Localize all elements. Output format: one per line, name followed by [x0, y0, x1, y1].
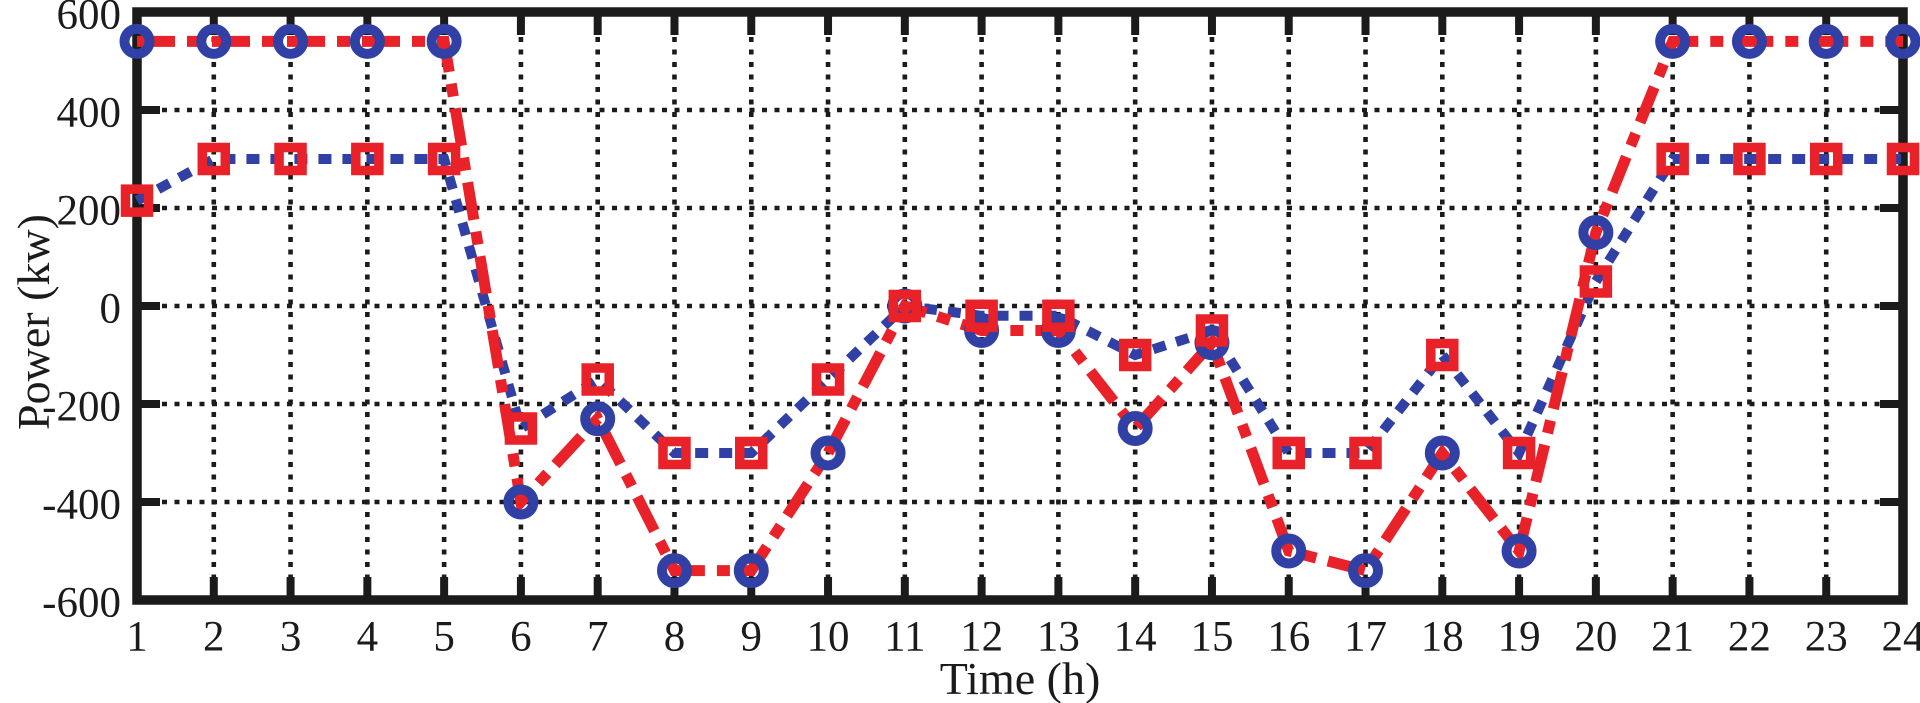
marker-square [1426, 338, 1459, 372]
marker-square [504, 412, 538, 445]
x-tick-label: 19 [1498, 614, 1541, 661]
marker-circle [656, 553, 692, 589]
marker-circle [1348, 553, 1384, 589]
marker-square [1733, 142, 1766, 176]
marker-square [1195, 314, 1229, 347]
marker-circle [1424, 435, 1460, 471]
x-tick-label: 14 [1114, 614, 1157, 661]
x-tick-label: 22 [1728, 614, 1771, 661]
x-tick-label: 12 [960, 614, 1003, 661]
marker-circle [273, 23, 309, 59]
marker-circle [1885, 23, 1920, 59]
marker-square [1349, 436, 1382, 470]
x-tick-label: 24 [1882, 614, 1920, 661]
y-tick-label: -400 [42, 482, 121, 529]
marker-square [351, 142, 384, 176]
series-line-blue-dotted-line-red-square-markers [134, 154, 1903, 463]
x-axis-title: Time (h) [939, 653, 1101, 703]
marker-circle [196, 23, 232, 59]
marker-square [427, 142, 461, 176]
y-axis-title: Power (kw) [8, 214, 59, 430]
marker-circle [1731, 23, 1767, 59]
marker-square [1656, 142, 1689, 176]
marker-circle [1808, 23, 1844, 59]
marker-circle [1578, 215, 1614, 250]
marker-square [120, 184, 154, 217]
marker-circle [1271, 533, 1307, 569]
x-tick-label: 5 [433, 614, 455, 661]
x-tick-label: 10 [807, 614, 850, 661]
marker-square [658, 436, 691, 470]
x-tick-label: 11 [884, 614, 925, 661]
marker-square [197, 142, 231, 176]
x-tick-label: 20 [1574, 614, 1617, 661]
marker-circle [119, 23, 155, 59]
x-tick-label: 4 [357, 614, 379, 661]
marker-square [735, 436, 768, 470]
marker-square [888, 289, 922, 323]
y-tick-label: 200 [57, 188, 122, 235]
x-tick-label: 13 [1037, 614, 1080, 661]
marker-circle [1117, 411, 1153, 446]
marker-circle [733, 553, 769, 589]
y-tick-label: -600 [42, 580, 121, 627]
marker-circle [426, 23, 462, 59]
marker-square [1579, 265, 1613, 298]
x-tick-label: 21 [1651, 614, 1694, 661]
y-tick-label: 600 [57, 0, 122, 39]
x-tick-label: 7 [587, 614, 609, 661]
x-tick-label: 9 [741, 614, 763, 661]
y-tick-label: -200 [42, 384, 121, 431]
marker-circle [1501, 533, 1537, 569]
x-tick-label: 6 [510, 614, 532, 661]
x-tick-label: 23 [1805, 614, 1848, 661]
marker-square [1118, 338, 1152, 372]
x-tick-label: 18 [1421, 614, 1464, 661]
marker-square [1886, 142, 1920, 176]
marker-circle [580, 401, 616, 437]
marker-square [811, 363, 845, 396]
marker-circle [810, 435, 846, 471]
x-tick-label: 1 [126, 614, 148, 661]
marker-square [274, 142, 307, 176]
x-tick-label: 2 [203, 614, 225, 661]
marker-square [581, 363, 614, 396]
plot-border [132, 7, 1908, 605]
marker-square [1042, 299, 1075, 333]
x-tick-label: 8 [664, 614, 686, 661]
marker-square [1502, 436, 1536, 470]
marker-square [1272, 436, 1305, 470]
x-tick-label: 16 [1267, 614, 1310, 661]
marker-circle [349, 23, 385, 59]
y-tick-label: 0 [100, 286, 122, 333]
marker-circle [1655, 23, 1691, 59]
marker-circle [503, 484, 539, 520]
y-tick-label: 400 [57, 90, 122, 137]
x-tick-label: 17 [1344, 614, 1387, 661]
x-tick-label: 15 [1190, 614, 1233, 661]
series-line-red-dashdot-line-blue-circle-markers [137, 35, 1903, 577]
x-tick-label: 3 [280, 614, 302, 661]
marker-square [965, 299, 998, 333]
marker-square [1809, 142, 1843, 176]
